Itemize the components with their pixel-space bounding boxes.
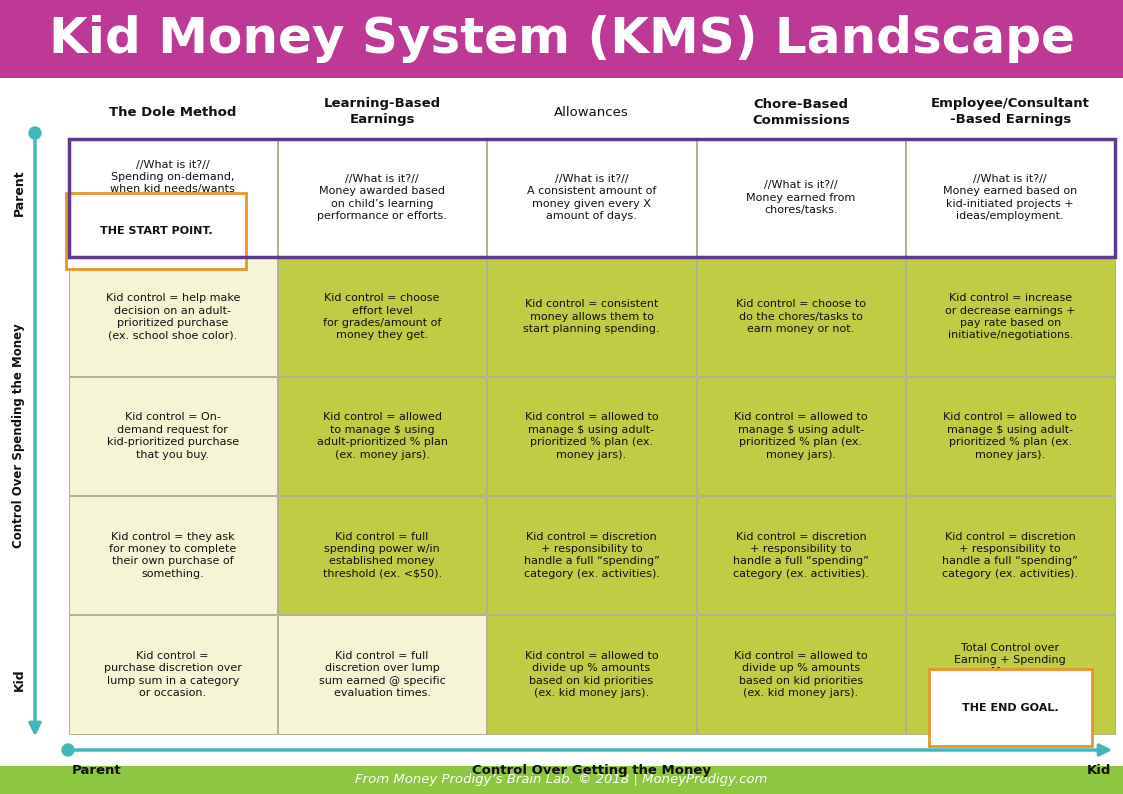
- Text: Kid control = allowed
to manage $ using
adult-prioritized % plan
(ex. money jars: Kid control = allowed to manage $ using …: [317, 412, 448, 460]
- Text: THE END GOAL.: THE END GOAL.: [962, 703, 1059, 713]
- FancyBboxPatch shape: [487, 377, 696, 495]
- Circle shape: [62, 744, 74, 756]
- FancyBboxPatch shape: [69, 138, 277, 256]
- FancyBboxPatch shape: [69, 496, 277, 615]
- Text: //What is it?//
Money earned from
chores/tasks.: //What is it?// Money earned from chores…: [747, 180, 856, 215]
- Text: Kid control =
purchase discretion over
lump sum in a category
or occasion.: Kid control = purchase discretion over l…: [103, 651, 241, 698]
- Text: Total Control over
Earning + Spending
Money.: Total Control over Earning + Spending Mo…: [955, 642, 1066, 677]
- Text: //What is it?//
A consistent amount of
money given every X
amount of days.: //What is it?// A consistent amount of m…: [527, 174, 656, 222]
- Text: //What is it?//
Money earned based on
kid-initiated projects +
ideas/employment.: //What is it?// Money earned based on ki…: [943, 174, 1077, 222]
- Text: Parent: Parent: [12, 169, 26, 216]
- Text: Kid control = they ask
for money to complete
their own purchase of
something.: Kid control = they ask for money to comp…: [109, 532, 236, 579]
- FancyBboxPatch shape: [0, 766, 1123, 794]
- FancyBboxPatch shape: [696, 615, 905, 734]
- Text: Control Over Getting the Money: Control Over Getting the Money: [472, 764, 711, 777]
- FancyBboxPatch shape: [487, 615, 696, 734]
- Text: Kid control = discretion
+ responsibility to
handle a full “spending”
category (: Kid control = discretion + responsibilit…: [942, 532, 1078, 579]
- FancyBboxPatch shape: [906, 496, 1114, 615]
- FancyBboxPatch shape: [487, 258, 696, 376]
- Text: Control Over Spending the Money: Control Over Spending the Money: [12, 324, 26, 549]
- Text: Kid control = discretion
+ responsibility to
handle a full “spending”
category (: Kid control = discretion + responsibilit…: [733, 532, 869, 579]
- FancyBboxPatch shape: [487, 138, 696, 256]
- FancyBboxPatch shape: [277, 377, 486, 495]
- Text: Parent: Parent: [72, 764, 121, 777]
- FancyBboxPatch shape: [277, 138, 486, 256]
- Text: //What is it?//
Money awarded based
on child’s learning
performance or efforts.: //What is it?// Money awarded based on c…: [317, 174, 447, 222]
- Text: Allowances: Allowances: [554, 106, 629, 118]
- FancyBboxPatch shape: [69, 615, 277, 734]
- Text: Kid control = choose
effort level
for grades/amount of
money they get.: Kid control = choose effort level for gr…: [323, 293, 441, 341]
- Text: Learning-Based
Earnings: Learning-Based Earnings: [323, 98, 440, 126]
- FancyBboxPatch shape: [696, 496, 905, 615]
- Text: Kid control = On-
demand request for
kid-prioritized purchase
that you buy.: Kid control = On- demand request for kid…: [107, 412, 239, 460]
- FancyBboxPatch shape: [906, 615, 1114, 734]
- Text: Kid control = discretion
+ responsibility to
handle a full “spending”
category (: Kid control = discretion + responsibilit…: [523, 532, 659, 579]
- Text: Chore-Based
Commissions: Chore-Based Commissions: [752, 98, 850, 126]
- FancyBboxPatch shape: [696, 258, 905, 376]
- FancyBboxPatch shape: [906, 377, 1114, 495]
- Text: Kid control = allowed to
manage $ using adult-
prioritized % plan (ex.
money jar: Kid control = allowed to manage $ using …: [734, 412, 868, 460]
- Text: Kid control = help make
decision on an adult-
prioritized purchase
(ex. school s: Kid control = help make decision on an a…: [106, 293, 240, 341]
- FancyBboxPatch shape: [696, 138, 905, 256]
- FancyBboxPatch shape: [277, 258, 486, 376]
- FancyBboxPatch shape: [696, 377, 905, 495]
- FancyBboxPatch shape: [277, 496, 486, 615]
- FancyBboxPatch shape: [69, 377, 277, 495]
- Text: From Money Prodigy’s Brain Lab. © 2018 | MoneyProdigy.com: From Money Prodigy’s Brain Lab. © 2018 |…: [355, 773, 768, 787]
- Text: Employee/Consultant
-Based Earnings: Employee/Consultant -Based Earnings: [931, 98, 1089, 126]
- Text: Kid control = allowed to
divide up % amounts
based on kid priorities
(ex. kid mo: Kid control = allowed to divide up % amo…: [524, 651, 658, 698]
- Text: Kid control = allowed to
manage $ using adult-
prioritized % plan (ex.
money jar: Kid control = allowed to manage $ using …: [524, 412, 658, 460]
- Text: Kid control = increase
or decrease earnings +
pay rate based on
initiative/negot: Kid control = increase or decrease earni…: [946, 293, 1076, 341]
- FancyBboxPatch shape: [906, 258, 1114, 376]
- FancyBboxPatch shape: [906, 138, 1114, 256]
- Text: Kid: Kid: [12, 668, 26, 691]
- Text: Kid control = allowed to
manage $ using adult-
prioritized % plan (ex.
money jar: Kid control = allowed to manage $ using …: [943, 412, 1077, 460]
- Text: Kid control = consistent
money allows them to
start planning spending.: Kid control = consistent money allows th…: [523, 299, 659, 334]
- Text: Kid control = full
discretion over lump
sum earned @ specific
evaluation times.: Kid control = full discretion over lump …: [319, 651, 446, 698]
- Text: Kid Money System (KMS) Landscape: Kid Money System (KMS) Landscape: [48, 15, 1075, 63]
- Text: Kid control = allowed to
divide up % amounts
based on kid priorities
(ex. kid mo: Kid control = allowed to divide up % amo…: [734, 651, 868, 698]
- Text: Kid control = choose to
do the chores/tasks to
earn money or not.: Kid control = choose to do the chores/ta…: [736, 299, 866, 334]
- Text: Kid: Kid: [1087, 764, 1111, 777]
- FancyBboxPatch shape: [277, 615, 486, 734]
- Text: //What is it?//
Spending on-demand,
when kid needs/wants
something.: //What is it?// Spending on-demand, when…: [110, 160, 235, 207]
- FancyBboxPatch shape: [69, 258, 277, 376]
- Text: Kid control = full
spending power w/in
established money
threshold (ex. <$50).: Kid control = full spending power w/in e…: [322, 532, 441, 579]
- Circle shape: [29, 127, 42, 139]
- FancyBboxPatch shape: [0, 0, 1123, 78]
- FancyBboxPatch shape: [487, 496, 696, 615]
- Text: THE START POINT.: THE START POINT.: [100, 226, 212, 236]
- Text: The Dole Method: The Dole Method: [109, 106, 236, 118]
